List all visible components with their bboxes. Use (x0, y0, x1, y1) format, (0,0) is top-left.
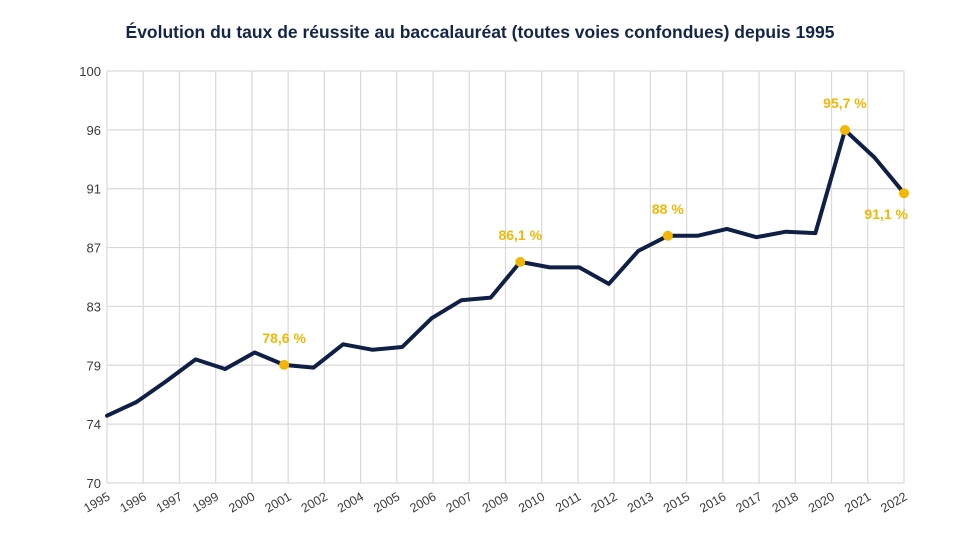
y-tick-label: 91 (87, 182, 101, 197)
x-tick-label: 2010 (516, 489, 547, 515)
series-line (105, 128, 906, 418)
x-tick-label: 2018 (770, 489, 801, 515)
x-axis: 1995 1996 1997 1999 2000 2001 2002 2004 2005 2006… (81, 489, 909, 515)
x-tick-label: 1996 (118, 489, 149, 515)
x-tick-label: 1995 (81, 489, 112, 515)
x-tick-label: 2011 (553, 489, 583, 515)
data-label: 86,1 % (498, 227, 542, 243)
x-tick-label: 2006 (407, 489, 438, 515)
x-tick-label: 2009 (480, 489, 511, 515)
x-tick-label: 2002 (299, 489, 330, 515)
data-label: 88 % (652, 201, 684, 217)
highlight-point (515, 256, 526, 267)
highlight-point (899, 188, 909, 199)
x-tick-label: 1997 (154, 489, 185, 515)
y-tick-label: 83 (87, 299, 101, 314)
highlight-point (279, 359, 290, 370)
annotations: 78,6 % 86,1 % 88 % 95,7 % 91,1 % (262, 95, 909, 370)
x-tick-label: 2015 (661, 489, 692, 515)
y-tick-label: 100 (79, 64, 101, 79)
y-tick-label: 87 (87, 241, 101, 256)
x-tick-label: 2020 (806, 489, 837, 515)
x-tick-label: 2001 (263, 489, 294, 515)
y-tick-label: 79 (87, 358, 101, 373)
x-tick-label: 2005 (371, 489, 402, 515)
y-tick-label: 70 (87, 476, 101, 491)
x-tick-label: 2021 (842, 489, 873, 515)
highlight-point (662, 230, 673, 241)
data-label: 91,1 % (864, 206, 908, 222)
chart-title: Évolution du taux de réussite au baccala… (125, 22, 835, 42)
x-tick-label: 2013 (625, 489, 656, 515)
y-tick-label: 96 (87, 123, 101, 138)
x-tick-label: 2007 (444, 489, 475, 515)
y-tick-label: 74 (87, 417, 101, 432)
x-tick-label: 2017 (734, 489, 765, 515)
x-tick-label: 1999 (190, 489, 221, 515)
x-tick-label: 2022 (878, 489, 909, 515)
grid (106, 70, 905, 484)
y-axis: 70 74 79 83 87 91 96 100 (79, 64, 101, 491)
x-tick-label: 2016 (697, 489, 728, 515)
x-tick-label: 2000 (226, 489, 257, 515)
series (105, 128, 906, 418)
data-label: 95,7 % (823, 95, 867, 111)
data-label: 78,6 % (262, 330, 306, 346)
x-tick-label: 2004 (335, 489, 366, 515)
x-tick-label: 2012 (589, 489, 620, 515)
highlight-point (839, 125, 850, 136)
